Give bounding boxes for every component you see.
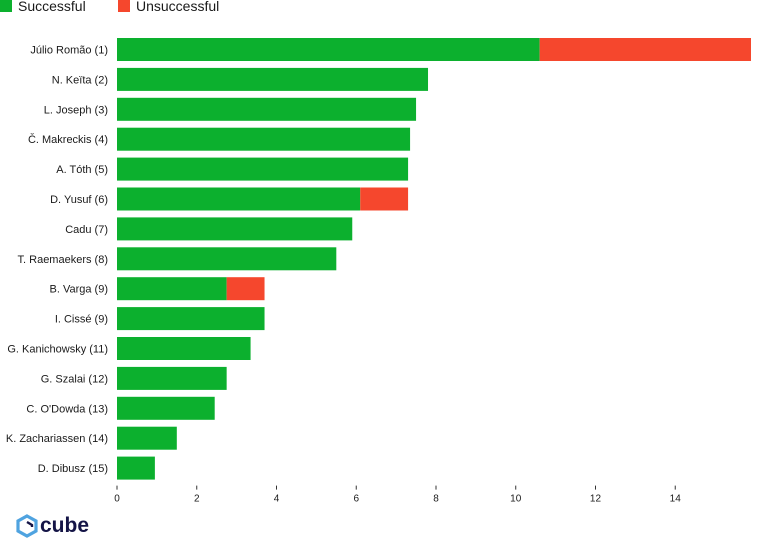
bar-segment bbox=[117, 157, 409, 181]
legend: Successful Unsuccessful bbox=[0, 0, 219, 14]
bar-segment bbox=[117, 337, 251, 360]
bar-segment bbox=[539, 38, 751, 61]
cube-logo: cube bbox=[16, 514, 89, 538]
bar-segment bbox=[226, 277, 265, 301]
bar-segment bbox=[117, 396, 215, 420]
category-label: A. Tóth (5) bbox=[56, 164, 108, 176]
x-tick-label: 0 bbox=[114, 494, 120, 505]
x-tick-label: 4 bbox=[274, 494, 280, 505]
category-label: K. Zachariassen (14) bbox=[6, 433, 108, 445]
x-tick-label: 10 bbox=[510, 494, 522, 505]
legend-label: Unsuccessful bbox=[136, 0, 219, 14]
bar-segment bbox=[117, 38, 540, 61]
cube-logo-icon bbox=[16, 514, 38, 538]
category-label: B. Varga (9) bbox=[50, 284, 109, 296]
bar-segment bbox=[360, 187, 409, 211]
category-label: Júlio Romão (1) bbox=[30, 45, 108, 57]
bar-segment bbox=[117, 426, 177, 450]
cube-logo-text: cube bbox=[40, 514, 89, 537]
bar-segment bbox=[117, 307, 265, 331]
x-tick-label: 12 bbox=[590, 494, 602, 505]
x-tick-label: 6 bbox=[353, 494, 359, 505]
category-label: D. Yusuf (6) bbox=[50, 194, 108, 206]
bar-segment bbox=[117, 456, 155, 480]
bar-segment bbox=[117, 67, 429, 91]
x-axis: 0 2 4 6 8 10 12 14 bbox=[114, 485, 682, 505]
bar-segment bbox=[117, 127, 411, 151]
legend-label: Successful bbox=[18, 0, 86, 14]
legend-swatch bbox=[0, 0, 12, 12]
bar-segment bbox=[117, 97, 417, 121]
x-tick-label: 14 bbox=[670, 494, 682, 505]
category-label: D. Dibusz (15) bbox=[38, 463, 108, 475]
bar-segment bbox=[117, 217, 353, 241]
category-label: G. Szalai (12) bbox=[41, 373, 108, 385]
category-label: T. Raemaekers (8) bbox=[18, 254, 108, 266]
x-tick-label: 8 bbox=[433, 494, 439, 505]
category-label: Č. Makreckis (4) bbox=[28, 133, 108, 146]
category-labels: Júlio Romão (1) N. Keïta (2) L. Joseph (3)… bbox=[6, 45, 108, 476]
legend-swatch bbox=[118, 0, 130, 12]
category-label: L. Joseph (3) bbox=[44, 104, 108, 116]
bar-segment bbox=[117, 277, 227, 301]
bar-segment bbox=[117, 187, 361, 211]
bars bbox=[117, 38, 751, 480]
category-label: N. Keïta (2) bbox=[52, 74, 108, 86]
bar-segment bbox=[117, 247, 337, 271]
bar-segment bbox=[117, 366, 227, 390]
category-label: C. O'Dowda (13) bbox=[26, 403, 108, 415]
category-label: I. Cissé (9) bbox=[55, 314, 108, 326]
category-label: Cadu (7) bbox=[65, 224, 108, 236]
category-label: G. Kanichowsky (11) bbox=[7, 344, 108, 356]
x-tick-label: 2 bbox=[194, 494, 200, 505]
